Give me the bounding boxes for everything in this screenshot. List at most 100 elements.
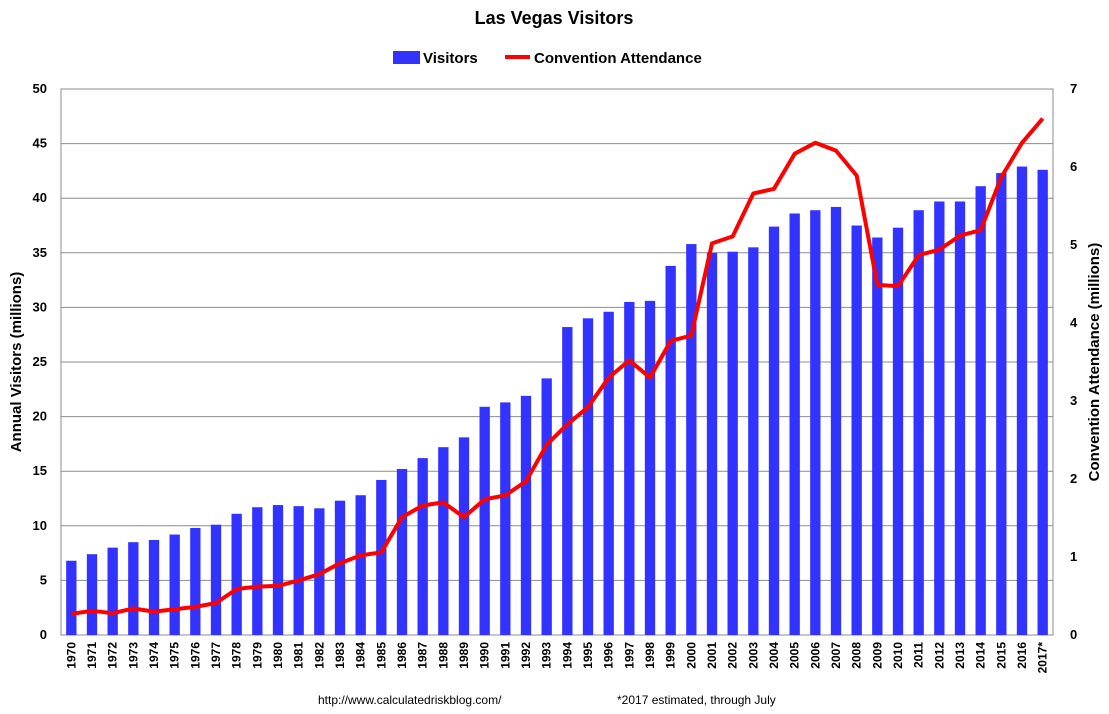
x-tick-label: 1995 [581, 642, 595, 669]
visitors-bar [996, 173, 1007, 636]
legend-label-visitors: Visitors [423, 50, 478, 67]
x-tick-label: 1988 [436, 642, 450, 669]
visitors-bar [438, 447, 449, 635]
chart-title: Las Vegas Visitors [475, 8, 634, 28]
y-left-tick-label: 0 [40, 627, 47, 642]
visitors-bar [128, 542, 139, 635]
legend-swatch-visitors [393, 51, 420, 64]
x-tick-label: 1975 [168, 642, 182, 669]
legend: Visitors Convention Attendance [393, 50, 702, 67]
y-left-tick-label: 30 [33, 299, 47, 314]
visitors-bar [810, 210, 821, 635]
visitors-bar [975, 186, 986, 636]
right-axis-label: Convention Attendance (millions) [1086, 243, 1103, 482]
y-left-tick-label: 5 [40, 572, 47, 587]
x-tick-label: 2002 [726, 642, 740, 669]
x-tick-label: 2003 [746, 642, 760, 669]
visitors-bar [169, 534, 180, 635]
y-right-tick-label: 3 [1070, 393, 1077, 408]
visitors-bar [417, 458, 428, 635]
x-axis: 1970 1971 1972 1973 1974 1975 1976 1977 1978 1979… [64, 642, 1049, 674]
y-left-tick-label: 20 [33, 409, 47, 424]
visitors-bar [500, 402, 511, 635]
x-tick-label: 1970 [64, 642, 78, 669]
left-y-axis: 0 5 10 15 20 25 30 35 40 45 50 [33, 81, 47, 642]
visitors-bar [520, 395, 532, 635]
x-tick-label: 2004 [767, 642, 781, 669]
visitors-bar [954, 201, 966, 635]
y-right-tick-label: 0 [1070, 627, 1077, 642]
visitors-bar [458, 437, 470, 635]
y-left-tick-label: 10 [33, 518, 47, 533]
x-tick-label: 2011 [912, 642, 926, 668]
visitors-bar [252, 507, 263, 635]
visitors-bar [913, 210, 924, 635]
visitors-bar [541, 378, 552, 635]
x-tick-label: 1981 [292, 642, 306, 669]
y-right-tick-label: 4 [1070, 315, 1078, 330]
x-tick-label: 2014 [974, 642, 988, 669]
x-tick-label: 1971 [85, 642, 99, 669]
x-tick-label: 1986 [395, 642, 409, 669]
x-tick-label: 2005 [788, 642, 802, 669]
x-tick-label: 2001 [705, 642, 719, 669]
y-left-tick-label: 50 [33, 81, 47, 96]
visitors-bar [396, 469, 408, 635]
x-tick-label: 1990 [478, 642, 492, 669]
visitors-bar [314, 508, 325, 635]
x-tick-label: 1976 [188, 642, 202, 669]
x-tick-label: 2010 [891, 642, 905, 669]
visitors-bar [872, 237, 883, 635]
visitors-bar [1016, 166, 1028, 636]
visitors-bar [293, 506, 304, 635]
visitors-bars [66, 166, 1048, 636]
visitors-bar [582, 318, 594, 635]
visitors-bar [686, 244, 697, 635]
visitors-bar [934, 201, 945, 635]
x-tick-label: 1992 [519, 642, 533, 669]
x-tick-label: 1972 [106, 642, 120, 669]
visitors-bar [334, 500, 346, 635]
visitors-bar [562, 327, 573, 635]
x-tick-label: 1996 [602, 642, 616, 669]
visitors-bar [768, 226, 780, 636]
legend-label-convention: Convention Attendance [534, 50, 702, 67]
y-right-tick-label: 6 [1070, 159, 1077, 174]
x-tick-label: 1989 [457, 642, 471, 669]
x-tick-label: 1973 [126, 642, 140, 669]
x-tick-label: 2000 [684, 642, 698, 669]
visitors-bar [231, 513, 242, 635]
x-tick-label: 2006 [808, 642, 822, 669]
visitors-bar [748, 247, 759, 635]
plot-area [60, 88, 1054, 636]
visitors-bar [376, 479, 387, 635]
visitors-bar [789, 213, 800, 635]
visitors-bar [727, 251, 738, 635]
x-tick-label: 2012 [932, 642, 946, 669]
x-tick-label: 2008 [850, 642, 864, 669]
gridlines [61, 143, 1053, 581]
y-left-tick-label: 45 [33, 136, 47, 151]
y-right-tick-label: 1 [1070, 549, 1077, 564]
x-tick-label: 1998 [643, 642, 657, 669]
x-tick-label: 1979 [250, 642, 264, 669]
right-y-axis: 0 1 2 3 4 5 6 7 [1070, 81, 1078, 642]
visitors-bar [107, 547, 118, 635]
x-tick-label: 1993 [540, 642, 554, 669]
visitors-bar [624, 301, 635, 635]
x-tick-label: 1984 [354, 642, 368, 669]
y-left-tick-label: 25 [33, 354, 47, 369]
visitors-bar [148, 539, 160, 635]
visitors-bar [603, 311, 614, 635]
x-tick-label: 2015 [994, 642, 1008, 669]
visitors-bar [892, 227, 904, 635]
x-tick-label: 2013 [953, 642, 967, 669]
convention-attendance-line [71, 117, 1045, 616]
visitors-bar [66, 560, 77, 635]
x-tick-label: 1997 [622, 642, 636, 669]
x-tick-label: 1974 [147, 642, 161, 669]
x-tick-label: 1985 [374, 642, 388, 669]
x-tick-label: 1978 [230, 642, 244, 669]
visitors-bar [1037, 169, 1048, 636]
y-right-tick-label: 2 [1070, 471, 1077, 486]
